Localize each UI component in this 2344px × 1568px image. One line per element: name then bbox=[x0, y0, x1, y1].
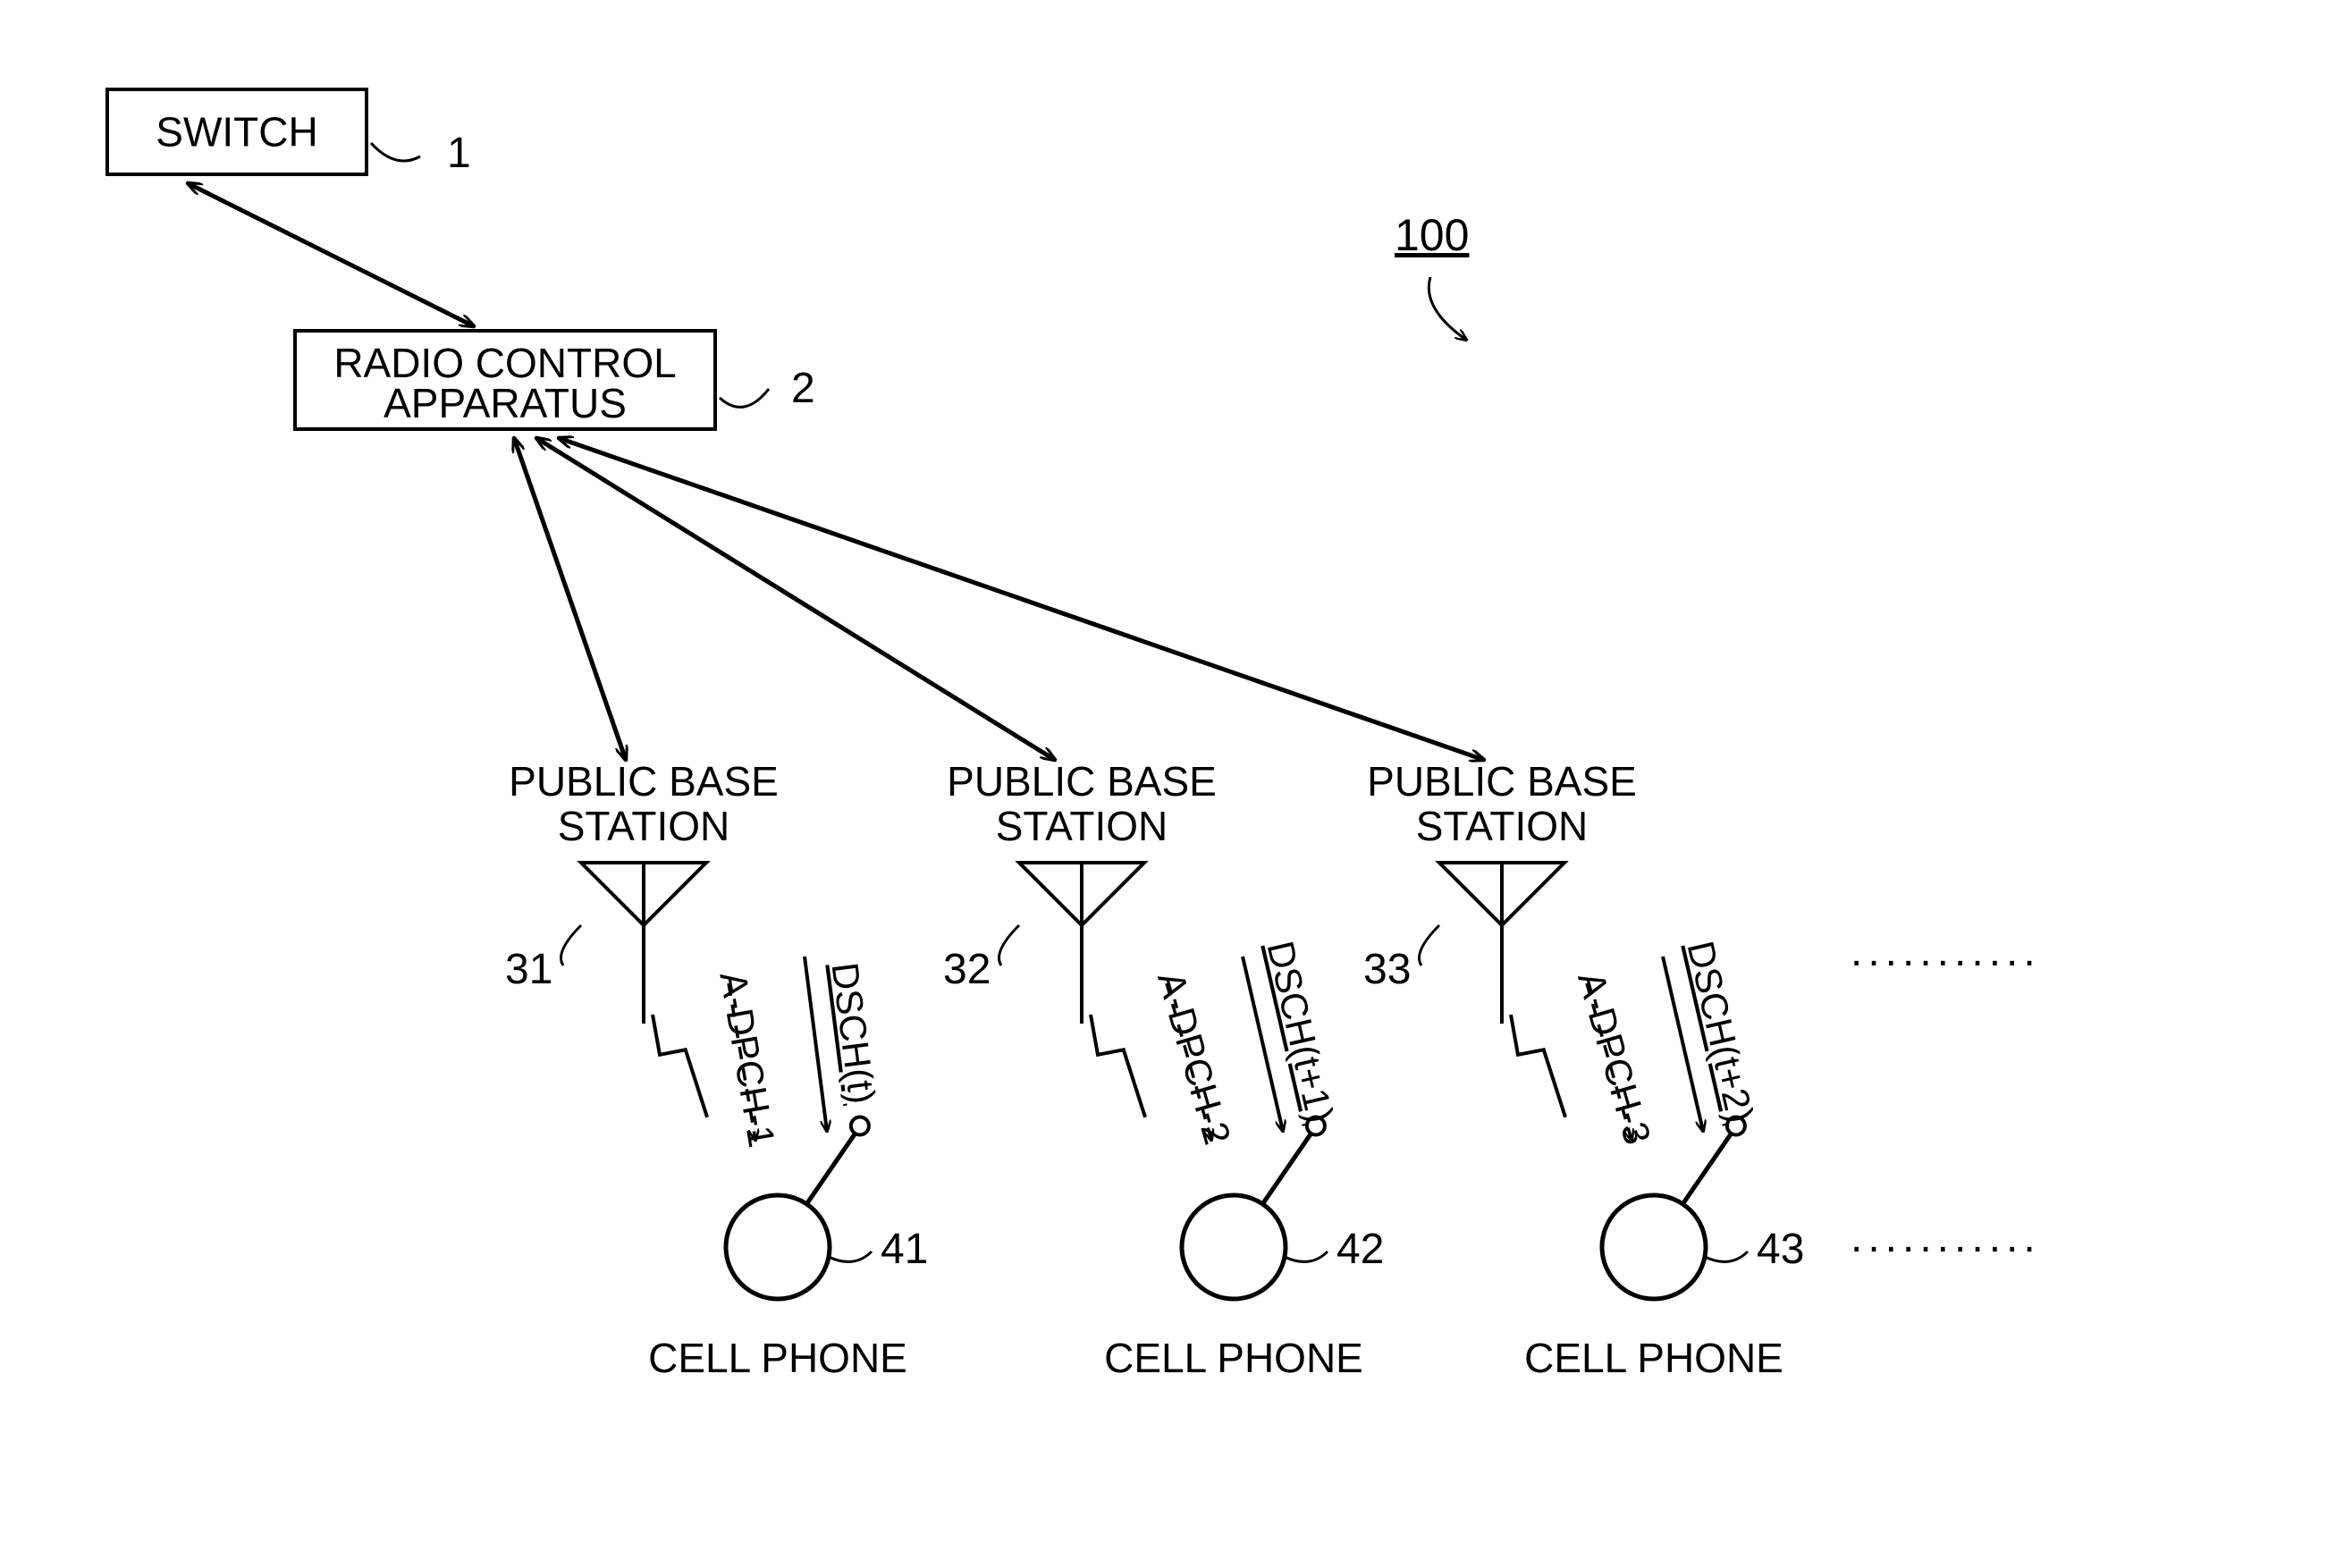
bs-1-title1: PUBLIC BASE bbox=[509, 758, 779, 805]
phone-2-label: CELL PHONE bbox=[1104, 1335, 1363, 1381]
antenna-icon bbox=[1019, 863, 1144, 1024]
switch-label: SWITCH bbox=[156, 109, 317, 156]
dsch-label-1: DSCH(t) bbox=[823, 960, 883, 1106]
phone-3-ref: 43 bbox=[1757, 1226, 1804, 1273]
bs-3-title2: STATION bbox=[1416, 803, 1589, 849]
antenna-icon bbox=[1439, 863, 1564, 1024]
bs-3-ref-leader bbox=[1420, 925, 1440, 965]
dsch-arrow-1 bbox=[805, 957, 827, 1131]
adpch-label-1: A-DPCH-1 bbox=[712, 968, 783, 1150]
adpch-label-3: A-DPCH-3 bbox=[1570, 967, 1659, 1150]
dsch-label-2: DSCH(t+1) bbox=[1260, 937, 1342, 1126]
switch-ref: 1 bbox=[447, 130, 471, 177]
rnc-ref-leader bbox=[720, 389, 769, 407]
adpch-label-2: A-DPCH-2 bbox=[1150, 967, 1239, 1150]
phone-2-ref-leader bbox=[1283, 1252, 1328, 1261]
link-rnc-bs-1 bbox=[514, 438, 626, 760]
bs-2-ref-leader bbox=[999, 925, 1020, 965]
link-rnc-bs-2 bbox=[536, 438, 1055, 760]
radio-wave-icon bbox=[1511, 1015, 1565, 1117]
rnc-ref: 2 bbox=[791, 365, 815, 412]
link-switch-rnc bbox=[188, 183, 474, 326]
phone-3-label: CELL PHONE bbox=[1524, 1335, 1783, 1381]
phone-2-ref: 42 bbox=[1336, 1226, 1384, 1273]
phone-1-ref: 41 bbox=[881, 1226, 928, 1273]
system-leader bbox=[1429, 277, 1466, 340]
antenna-icon bbox=[581, 863, 706, 1024]
bs-2-ref: 32 bbox=[943, 946, 991, 993]
radio-wave-icon bbox=[1091, 1015, 1145, 1117]
switch-ref-leader bbox=[371, 143, 420, 161]
dsch-label-3: DSCH(t+2) bbox=[1680, 937, 1762, 1126]
phone-3-ref-leader bbox=[1703, 1252, 1748, 1261]
link-rnc-bs-3 bbox=[559, 438, 1484, 760]
phone-1-ref-leader bbox=[827, 1252, 872, 1261]
bs-1-ref-leader bbox=[561, 925, 582, 965]
bs-2-title2: STATION bbox=[996, 803, 1168, 849]
phone-1-label: CELL PHONE bbox=[648, 1335, 907, 1381]
ellipsis-2: ........... bbox=[1851, 1214, 2041, 1261]
bs-3-ref: 33 bbox=[1363, 946, 1411, 993]
bs-1-ref: 31 bbox=[505, 946, 552, 993]
rnc-label-2: APPARATUS bbox=[384, 380, 627, 426]
ellipsis-1: ........... bbox=[1851, 928, 2041, 975]
bs-3-title1: PUBLIC BASE bbox=[1367, 758, 1637, 805]
system-id: 100 bbox=[1395, 210, 1469, 260]
radio-wave-icon bbox=[653, 1015, 707, 1117]
bs-2-title1: PUBLIC BASE bbox=[947, 758, 1217, 805]
bs-1-title2: STATION bbox=[558, 803, 730, 849]
